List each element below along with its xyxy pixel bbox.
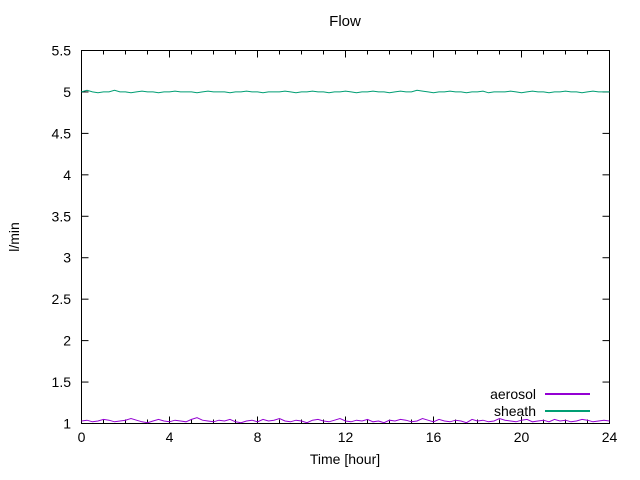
x-tick-label: 16 [426,429,442,445]
x-tick-label: 24 [602,429,618,445]
chart-title: Flow [329,13,361,30]
y-tick-label: 2 [63,333,71,349]
legend-label-sheath: sheath [493,403,536,419]
x-tick-label: 12 [338,429,354,445]
series-line-sheath [81,89,610,94]
y-tick-label: 3 [63,250,71,266]
x-axis-label: Time [hour] [309,451,381,467]
x-tick-label: 4 [166,429,174,445]
y-tick-label: 5 [63,84,71,100]
y-tick-label: 5.5 [52,43,72,59]
x-tick-label: 0 [78,429,86,445]
x-tick-label: 8 [254,429,262,445]
legend: aerosol sheath [490,386,590,419]
y-tick-label: 1 [63,416,71,432]
legend-label-aerosol: aerosol [490,386,536,402]
y-tick-label: 4 [63,167,71,183]
legend-line-sample-sheath [545,410,590,412]
y-tick-label: 2.5 [52,291,72,307]
legend-entry-sheath: sheath [490,403,590,419]
y-tick-label: 4.5 [52,125,72,141]
series-line-aerosol [81,417,610,424]
x-tick-label: 20 [514,429,530,445]
y-tick-label: 3.5 [52,208,72,224]
plot-frame [81,50,610,424]
y-tick-label: 1.5 [52,374,72,390]
legend-line-sample-aerosol [545,393,590,395]
legend-entry-aerosol: aerosol [490,386,590,402]
